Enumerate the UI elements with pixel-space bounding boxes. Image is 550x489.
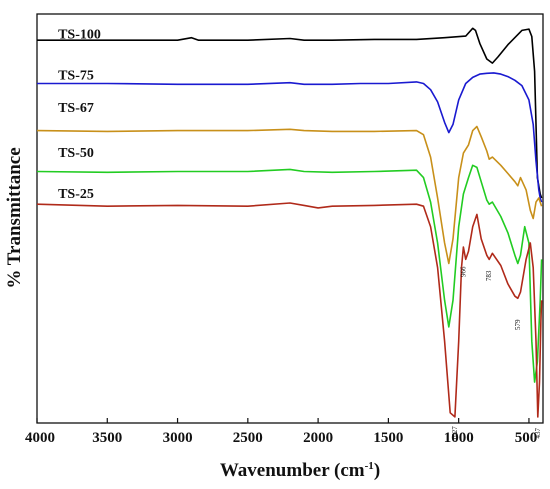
x-tick-label-500: 500: [515, 430, 538, 446]
series-label-ts-100: TS-100: [58, 28, 101, 43]
x-tick-label-2000: 2000: [303, 430, 333, 446]
peak-annotation-layer: 1027 966 783 579 437: [451, 266, 542, 440]
x-tick-label-3000: 3000: [163, 430, 193, 446]
x-axis-title: Wavenumber (cm-1): [220, 460, 380, 481]
peak-label-1027: 1027: [451, 426, 459, 441]
peak-label-966: 966: [459, 266, 467, 277]
series-label-ts-67: TS-67: [58, 101, 94, 116]
x-tick-label-1500: 1500: [373, 430, 403, 446]
x-axis-title-sup: -1: [365, 460, 374, 472]
plot-frame: [36, 13, 544, 424]
peak-label-579: 579: [514, 319, 522, 330]
x-tick-label-3500: 3500: [92, 430, 122, 446]
x-axis-title-close: ): [374, 460, 380, 481]
x-tick-label-1000: 1000: [444, 430, 474, 446]
series-line-ts-100: [37, 27, 543, 199]
x-tick-layer: 4000 3500 3000 2500 2000 1500 1000 500: [25, 418, 537, 446]
series-label-layer: TS-100 TS-75 TS-67 TS-50 TS-25: [58, 28, 101, 203]
x-tick-label-2500: 2500: [233, 430, 263, 446]
peak-label-437: 437: [534, 427, 542, 438]
series-line-ts-50: [36, 164, 543, 383]
series-label-ts-50: TS-50: [58, 146, 94, 161]
series-label-ts-75: TS-75: [58, 68, 94, 83]
peak-label-783: 783: [485, 270, 493, 281]
series-line-ts-67: [36, 125, 543, 265]
x-tick-label-4000: 4000: [25, 430, 55, 446]
x-axis-title-main: Wavenumber (cm: [220, 460, 365, 481]
series-label-ts-25: TS-25: [58, 187, 94, 202]
series-line-ts-25: [36, 202, 543, 418]
series-line-ts-75: [37, 72, 543, 203]
series-layer: [36, 27, 543, 418]
y-axis-title: % Transmittance: [4, 147, 25, 288]
